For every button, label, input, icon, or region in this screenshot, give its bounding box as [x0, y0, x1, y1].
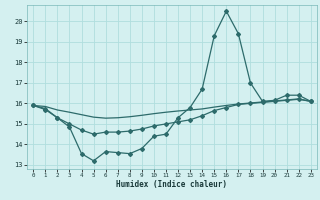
X-axis label: Humidex (Indice chaleur): Humidex (Indice chaleur)	[116, 180, 228, 189]
